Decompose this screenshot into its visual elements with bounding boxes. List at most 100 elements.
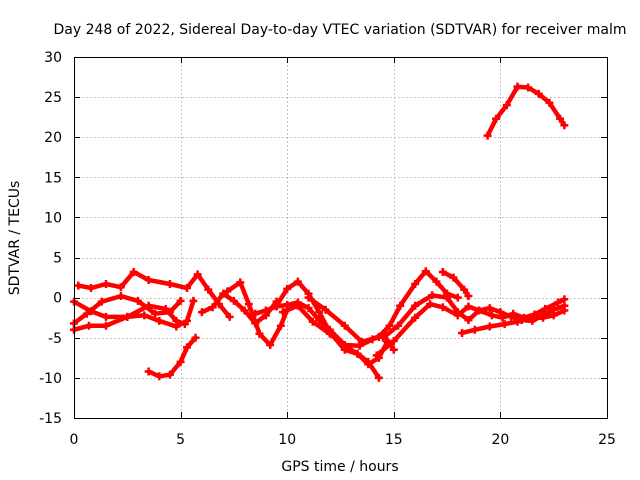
series-line-track-6 xyxy=(199,291,279,326)
y-tick-label: 25 xyxy=(44,90,62,106)
data-point-marker xyxy=(293,301,302,310)
data-point-marker xyxy=(116,292,125,301)
data-point-marker xyxy=(240,306,249,315)
data-point-marker xyxy=(458,328,467,337)
data-point-marker xyxy=(236,278,245,287)
data-point-marker xyxy=(460,285,469,294)
data-point-marker xyxy=(539,313,548,322)
data-point-marker xyxy=(325,329,334,338)
y-tick-label: -10 xyxy=(39,371,62,387)
x-tick-label: 15 xyxy=(385,432,403,448)
data-point-marker xyxy=(176,296,185,305)
data-point-marker xyxy=(165,370,174,379)
data-point-marker xyxy=(428,291,437,300)
data-point-marker xyxy=(545,98,554,107)
data-point-marker xyxy=(560,306,569,315)
x-tick-label: 5 xyxy=(176,432,185,448)
data-point-marker xyxy=(470,325,479,334)
data-point-marker xyxy=(229,296,238,305)
data-point-marker xyxy=(389,336,398,345)
y-tick-label: 5 xyxy=(53,251,62,267)
data-point-marker xyxy=(261,306,270,315)
data-point-marker xyxy=(464,292,473,301)
data-point-marker xyxy=(155,372,164,381)
data-point-marker xyxy=(526,313,535,322)
data-point-marker xyxy=(155,316,164,325)
plot-frame xyxy=(74,57,608,419)
data-point-marker xyxy=(101,280,110,289)
data-point-marker xyxy=(534,89,543,98)
data-point-marker xyxy=(276,321,285,330)
data-point-marker xyxy=(101,321,110,330)
data-point-marker xyxy=(553,298,562,307)
data-point-marker xyxy=(219,289,228,298)
grid-lines xyxy=(74,57,607,418)
data-point-marker xyxy=(556,114,565,123)
data-point-marker xyxy=(389,345,398,354)
y-tick-label: 20 xyxy=(44,130,62,146)
tick-labels: 0 5 10 15 20 25 -15 -10 -5 0 5 10 15 20 25 30 xyxy=(39,50,616,448)
data-point-marker xyxy=(266,340,275,349)
y-tick-label: 10 xyxy=(44,210,62,226)
data-point-marker xyxy=(133,296,142,305)
data-point-marker xyxy=(340,321,349,330)
data-point-marker xyxy=(541,304,550,313)
data-point-marker xyxy=(172,316,181,325)
data-point-marker xyxy=(321,305,330,314)
data-point-marker xyxy=(485,322,494,331)
data-point-marker xyxy=(123,312,132,321)
data-point-marker xyxy=(182,284,191,293)
data-point-marker xyxy=(283,300,292,309)
data-point-marker xyxy=(502,101,511,110)
chart-title: Day 248 of 2022, Sidereal Day-to-day VTE… xyxy=(54,22,627,38)
data-point-marker xyxy=(74,281,83,290)
x-tick-label: 0 xyxy=(70,432,79,448)
data-point-marker xyxy=(101,312,110,321)
data-point-marker xyxy=(197,308,206,317)
data-series-group xyxy=(70,82,569,382)
data-point-marker xyxy=(355,341,364,350)
x-tick-label: 25 xyxy=(598,432,616,448)
data-point-marker xyxy=(496,308,505,317)
data-point-marker xyxy=(272,301,281,310)
y-axis-label: SDTVAR / TECUs xyxy=(7,181,23,296)
data-point-marker xyxy=(379,333,388,342)
y-tick-label: -15 xyxy=(39,411,62,427)
data-point-marker xyxy=(353,349,362,358)
data-point-marker xyxy=(180,320,189,329)
data-point-marker xyxy=(82,309,91,318)
data-point-marker xyxy=(507,312,516,321)
data-point-marker xyxy=(374,373,383,382)
data-point-marker xyxy=(485,304,494,313)
data-point-marker xyxy=(411,280,420,289)
axis-ticks xyxy=(74,57,608,419)
data-point-marker xyxy=(464,316,473,325)
data-point-marker xyxy=(449,273,458,282)
data-point-marker xyxy=(251,309,260,318)
data-point-marker xyxy=(394,321,403,330)
data-point-marker xyxy=(411,313,420,322)
series-line-track-16 xyxy=(485,84,567,138)
data-point-marker xyxy=(475,306,484,315)
x-tick-label: 10 xyxy=(278,432,296,448)
data-point-marker xyxy=(116,283,125,292)
data-point-marker xyxy=(189,296,198,305)
x-tick-label: 20 xyxy=(491,432,509,448)
data-point-marker xyxy=(483,131,492,140)
data-point-marker xyxy=(165,280,174,289)
data-point-marker xyxy=(165,308,174,317)
data-point-marker xyxy=(426,300,435,309)
data-point-marker xyxy=(453,308,462,317)
data-point-marker xyxy=(208,303,217,312)
data-point-marker xyxy=(304,304,313,313)
data-point-marker xyxy=(255,329,264,338)
data-point-marker xyxy=(560,121,569,130)
data-point-marker xyxy=(304,293,313,302)
data-point-marker xyxy=(315,308,324,317)
series-line-track-14 xyxy=(440,269,471,299)
data-point-marker xyxy=(411,301,420,310)
data-point-marker xyxy=(244,300,253,309)
data-point-marker xyxy=(308,317,317,326)
y-tick-label: 0 xyxy=(53,291,62,307)
